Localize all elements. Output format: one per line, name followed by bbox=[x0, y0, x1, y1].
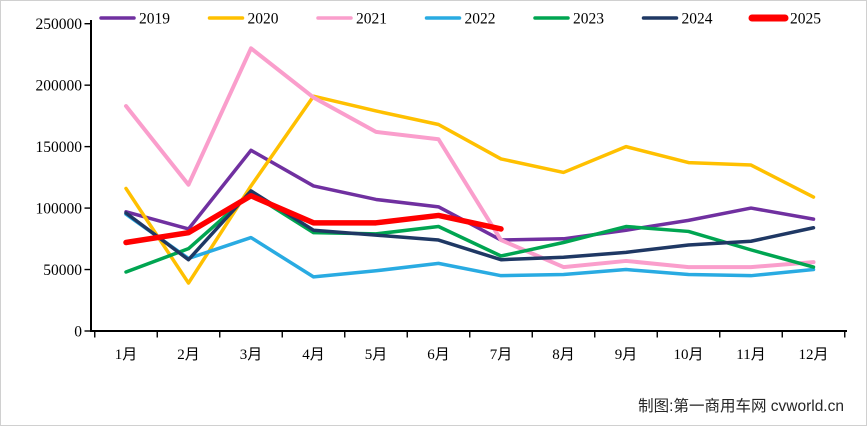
x-month-label: 7月 bbox=[490, 347, 513, 363]
y-tick-label: 100000 bbox=[36, 201, 83, 218]
x-month-label: 12月 bbox=[798, 347, 828, 363]
y-tick-label: 0 bbox=[74, 324, 82, 341]
series-line-2022 bbox=[124, 212, 816, 279]
legend-label-2023: 2023 bbox=[573, 11, 604, 28]
legend-label-2019: 2019 bbox=[139, 11, 170, 28]
x-month-label: 5月 bbox=[365, 347, 388, 363]
series-line-2023 bbox=[124, 191, 816, 274]
x-month-label: 9月 bbox=[615, 347, 638, 363]
x-month-label: 4月 bbox=[302, 347, 325, 363]
series-line-2025 bbox=[123, 193, 504, 246]
x-month-label: 6月 bbox=[427, 347, 450, 363]
series-line-2021 bbox=[124, 46, 816, 270]
x-month-label: 1月 bbox=[115, 347, 138, 363]
y-tick-label: 50000 bbox=[43, 262, 82, 279]
x-month-label: 3月 bbox=[240, 347, 263, 363]
chart-credit: 制图:第一商用车网 cvworld.cn bbox=[638, 397, 844, 415]
x-month-label: 11月 bbox=[736, 347, 765, 363]
y-tick-label: 150000 bbox=[36, 139, 83, 156]
y-tick-label: 200000 bbox=[36, 78, 83, 95]
x-month-label: 10月 bbox=[673, 347, 703, 363]
y-tick-label: 250000 bbox=[36, 16, 83, 33]
legend-label-2022: 2022 bbox=[465, 11, 496, 28]
x-month-label: 8月 bbox=[552, 347, 575, 363]
x-month-label: 2月 bbox=[177, 347, 200, 363]
legend-label-2024: 2024 bbox=[682, 11, 713, 28]
legend-label-2020: 2020 bbox=[248, 11, 279, 28]
legend-label-2025: 2025 bbox=[790, 11, 821, 28]
legend-label-2021: 2021 bbox=[356, 11, 387, 28]
